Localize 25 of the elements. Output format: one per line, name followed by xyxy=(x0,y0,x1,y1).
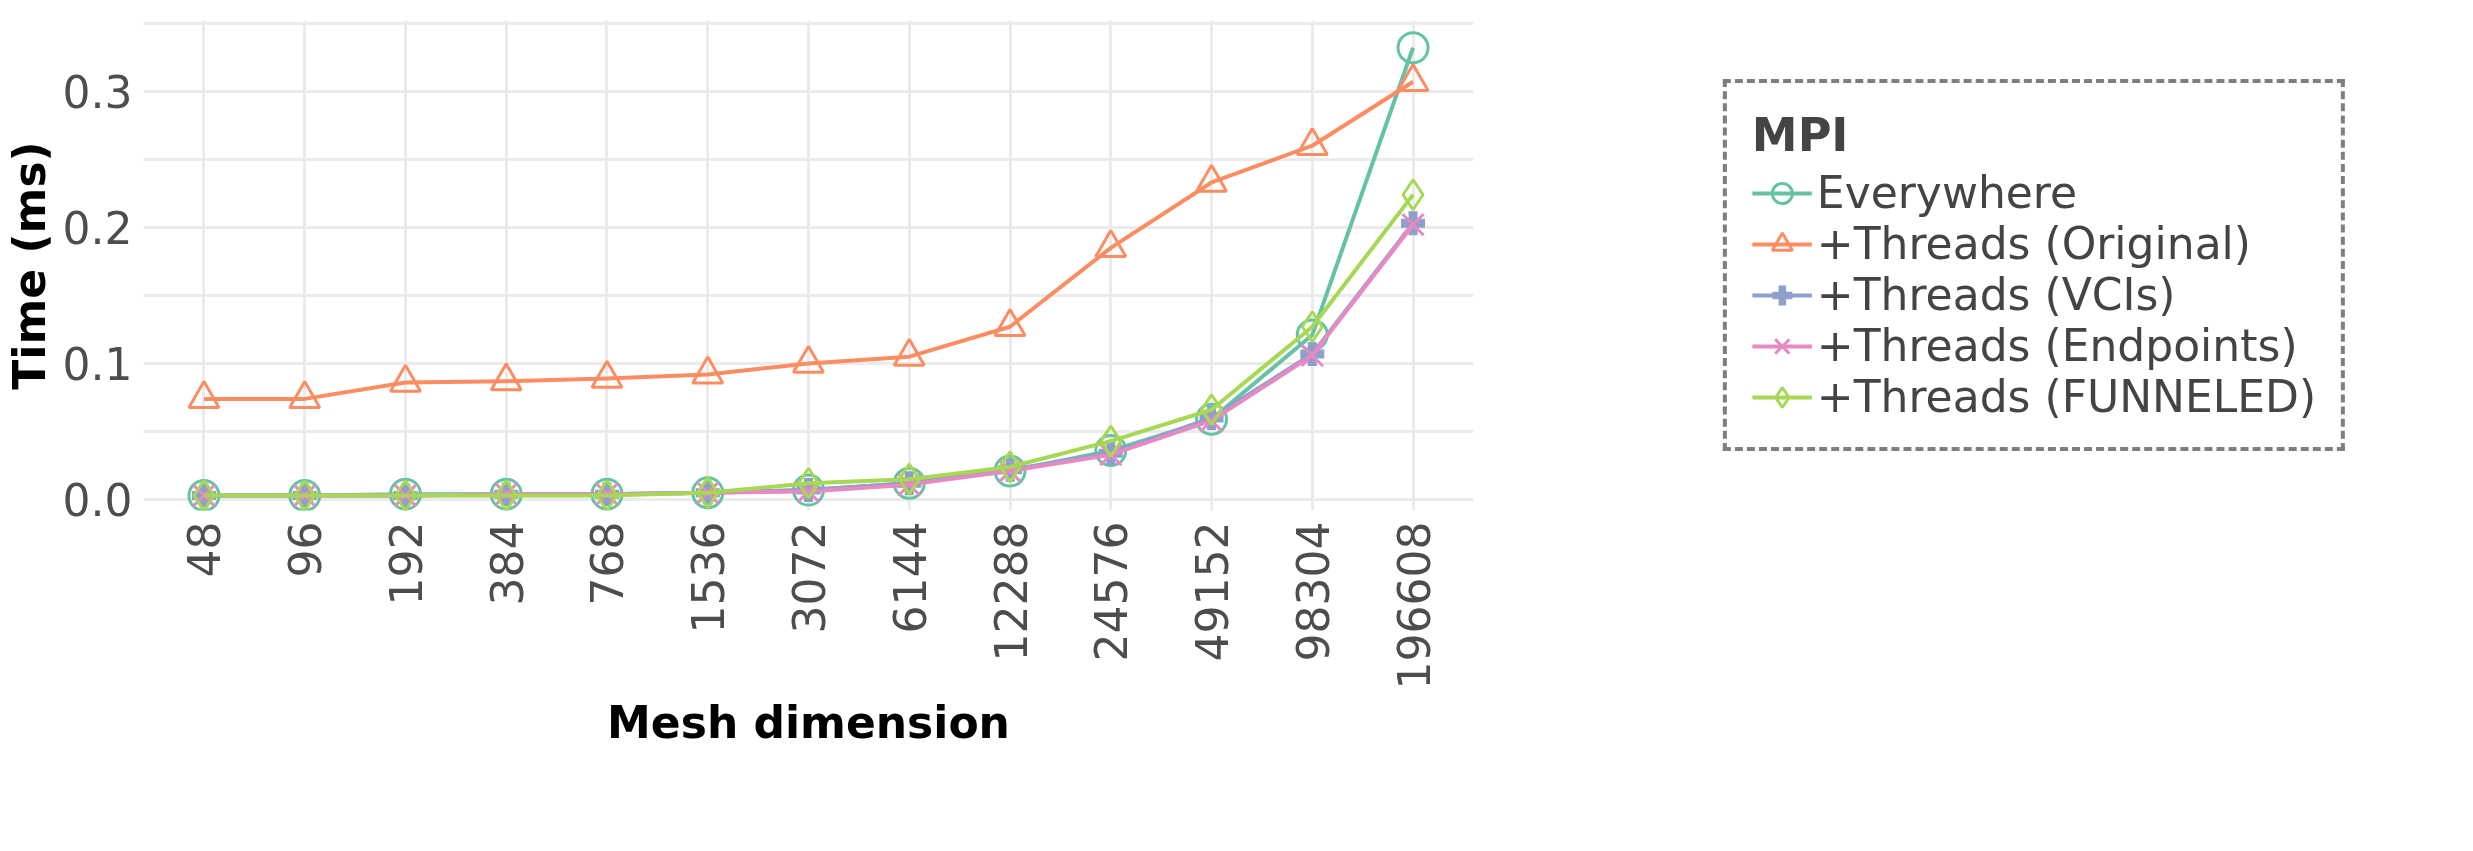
x-tick-label: 3072 xyxy=(784,521,835,634)
x-tick-label: 196608 xyxy=(1388,521,1440,690)
x-tick-label: 48 xyxy=(179,521,231,578)
y-tick-label: 0.0 xyxy=(62,475,133,527)
x-tick-label: 6144 xyxy=(884,521,936,634)
x-tick-label: 192 xyxy=(380,521,432,606)
y-tick-label: 0.3 xyxy=(62,66,133,118)
legend-label: +Threads (Endpoints) xyxy=(1816,320,2298,371)
x-tick-label: 12288 xyxy=(985,521,1037,662)
y-tick-label: 0.2 xyxy=(62,202,133,254)
x-tick-label: 96 xyxy=(280,521,332,578)
legend-label: +Threads (Original) xyxy=(1816,218,2251,269)
legend-label: +Threads (VCIs) xyxy=(1816,269,2176,320)
x-tick-label: 49152 xyxy=(1187,521,1239,662)
legend-label: Everywhere xyxy=(1816,167,2078,218)
x-tick-label: 768 xyxy=(582,521,634,606)
y-axis-title: Time (ms) xyxy=(3,141,55,390)
x-axis-title: Mesh dimension xyxy=(607,697,1010,749)
x-tick-label: 384 xyxy=(481,521,533,606)
y-tick-label: 0.1 xyxy=(62,339,133,390)
x-tick-label: 98304 xyxy=(1287,521,1339,662)
legend-label: +Threads (FUNNELED) xyxy=(1816,371,2317,422)
x-tick-label: 24576 xyxy=(1086,521,1138,662)
x-tick-label: 1536 xyxy=(683,521,735,634)
legend-title: MPI xyxy=(1751,108,1850,162)
